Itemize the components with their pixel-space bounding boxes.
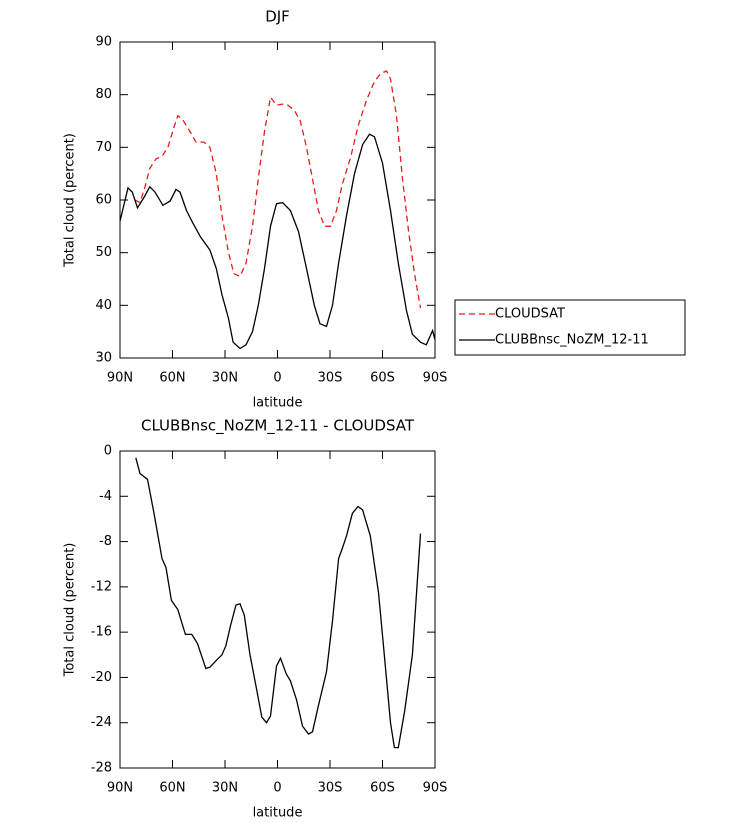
y-tick-label: 80 — [95, 87, 112, 102]
chart-title: DJF — [265, 8, 290, 26]
x-tick-label: 90S — [423, 371, 448, 386]
x-tick-label: 30S — [318, 781, 343, 796]
data-line — [134, 70, 422, 309]
x-tick-label: 0 — [273, 781, 281, 796]
y-tick-label: 30 — [95, 351, 112, 366]
y-tick-label: -12 — [91, 579, 112, 594]
x-tick-label: 60S — [370, 781, 395, 796]
x-tick-label: 30N — [212, 781, 238, 796]
data-line — [119, 133, 436, 350]
legend-label: CLUBBnsc_NoZM_12-11 — [495, 333, 649, 348]
y-tick-label: 70 — [95, 140, 112, 155]
y-tick-label: 0 — [104, 444, 112, 459]
y-tick-label: -24 — [91, 715, 112, 730]
y-tick-label: 50 — [95, 245, 112, 260]
plot-frame — [119, 41, 436, 359]
y-axis-label: Total cloud (percent) — [63, 133, 78, 268]
y-tick-label: 60 — [95, 193, 112, 208]
y-tick-label: -16 — [91, 625, 112, 640]
plot-frame — [119, 450, 436, 769]
x-axis-label: latitude — [253, 806, 303, 821]
y-tick-label: -4 — [99, 489, 112, 504]
x-tick-label: 90N — [107, 371, 133, 386]
x-axis-label: latitude — [253, 396, 303, 411]
x-tick-label: 90S — [423, 781, 448, 796]
x-tick-label: 60N — [159, 371, 185, 386]
y-tick-label: -8 — [99, 534, 112, 549]
x-tick-label: 60N — [159, 781, 185, 796]
data-line — [135, 457, 422, 749]
y-axis-label: Total cloud (percent) — [63, 543, 78, 678]
x-tick-label: 30N — [212, 371, 238, 386]
x-tick-label: 90N — [107, 781, 133, 796]
x-tick-label: 30S — [318, 371, 343, 386]
y-tick-label: 90 — [95, 35, 112, 50]
y-tick-label: 40 — [95, 298, 112, 313]
x-tick-label: 60S — [370, 371, 395, 386]
chart-title: CLUBBnsc_NoZM_12-11 - CLOUDSAT — [141, 417, 415, 436]
legend-box — [454, 299, 686, 356]
y-tick-label: -28 — [91, 761, 112, 776]
legend-label: CLOUDSAT — [495, 307, 565, 322]
x-tick-label: 0 — [273, 371, 281, 386]
y-tick-label: -20 — [91, 670, 112, 685]
